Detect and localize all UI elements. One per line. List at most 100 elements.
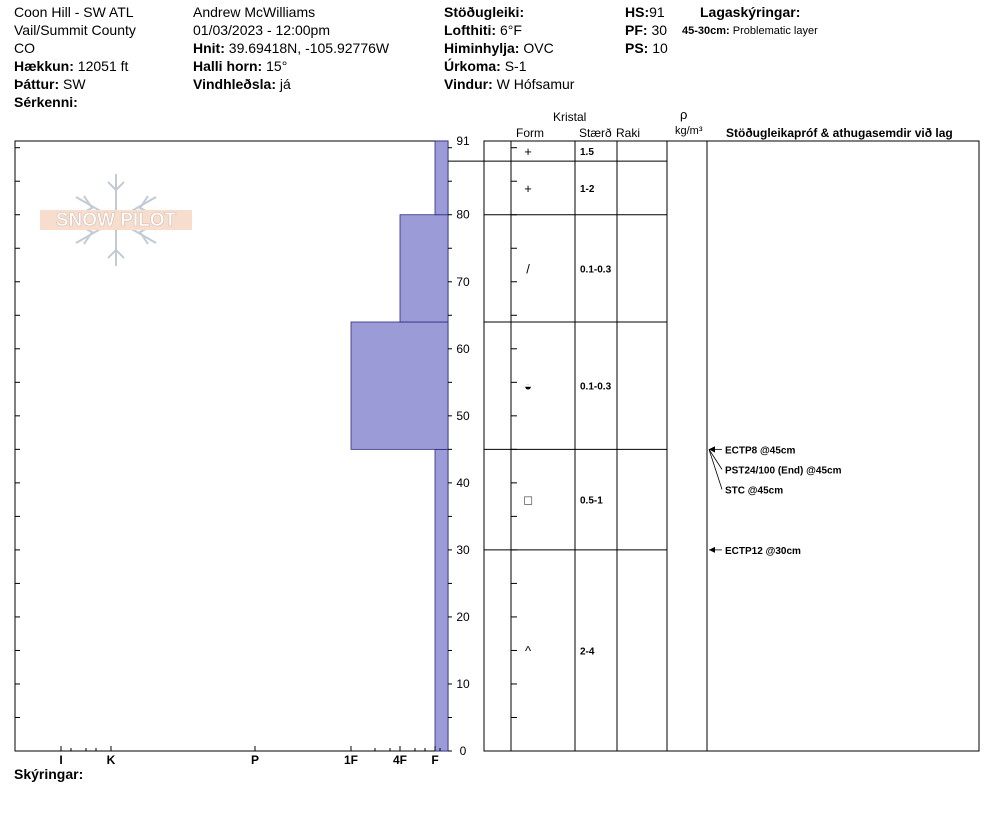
test-pointer-line: [708, 449, 723, 470]
ps: PS: 10: [625, 39, 668, 57]
depth-label: 50: [456, 409, 470, 423]
crystal-header: Kristal: [553, 110, 587, 124]
logo-text: SNOW PILOT: [56, 210, 177, 231]
air-temp-label: Lofthiti:: [444, 22, 497, 38]
location-state: CO: [14, 40, 35, 56]
density-unit: kg/m³: [675, 125, 703, 137]
aspect-value: SW: [63, 76, 86, 92]
pf-value: 30: [651, 22, 668, 38]
depth-label: 0: [460, 744, 467, 758]
hardness-bar: [399, 214, 449, 323]
wind: Vindur: W Hófsamur: [444, 75, 574, 93]
coords-label: Hnit:: [193, 40, 225, 56]
tests-header: Stöðugleikapróf & athugasemdir við lag: [726, 126, 953, 140]
stability-label: Stöðugleiki:: [444, 4, 525, 20]
wind-value: W Hófsamur: [496, 76, 575, 92]
location-region: Vail/Summit County: [14, 22, 136, 38]
stability-test-label: STC @45cm: [725, 485, 783, 496]
snowpilot-logo: SNOW PILOT: [40, 174, 192, 266]
grain-size-label: 1.5: [580, 147, 594, 158]
precipitation: Úrkoma: S-1: [444, 57, 526, 75]
coordinates: Hnit: 39.69418N, -105.92776W: [193, 39, 389, 57]
features: Sérkenni:: [14, 93, 78, 111]
slope-value: 15°: [266, 58, 288, 74]
depth-label: 30: [456, 543, 470, 557]
depth-label: 80: [456, 208, 470, 222]
wind-label: Vindur:: [444, 76, 493, 92]
grain-size-label: 0.1-0.3: [580, 264, 612, 275]
hs-label: HS:: [625, 4, 650, 20]
hardness-label: P: [251, 753, 259, 767]
test-pointer-arrow: [709, 446, 715, 453]
wind-loading: Vindhleðsla: já: [193, 75, 291, 93]
aspect: Þáttur: SW: [14, 75, 86, 93]
form-header: Form: [516, 126, 544, 140]
stability-test-label: PST24/100 (End) @45cm: [725, 465, 842, 476]
grain-form-symbol: ^: [525, 643, 532, 658]
moisture-header: Raki: [616, 126, 641, 140]
legend-entry: 45-30cm: Problematic layer: [682, 22, 818, 40]
slope-label: Halli horn:: [193, 58, 263, 74]
comments-label: Skýringar:: [14, 766, 84, 782]
grain-form-symbol: /: [526, 261, 530, 276]
air-temp-value: 6°F: [499, 22, 522, 38]
date-time: 01/03/2023 - 12:00pm: [193, 22, 330, 38]
aspect-label: Þáttur:: [14, 76, 60, 92]
location-name: Coon Hill - SW ATL: [14, 4, 134, 20]
test-pointer-line: [708, 449, 723, 490]
depth-label: 20: [456, 610, 470, 624]
legend-text: Problematic layer: [732, 25, 818, 37]
hs: HS:91: [625, 3, 665, 21]
hardness-bar: [434, 140, 449, 216]
precip-value: S-1: [504, 58, 527, 74]
observer-name: Andrew McWilliams: [193, 4, 316, 20]
pf-label: PF:: [625, 22, 648, 38]
grain-size-label: 1-2: [580, 184, 595, 195]
grain-form-symbol: ◒: [524, 379, 532, 394]
hardness-label: I: [59, 753, 62, 767]
depth-label: 40: [456, 476, 470, 490]
test-pointer-arrow: [709, 546, 715, 553]
size-header: Stærð: [579, 126, 612, 140]
depth-label: 91: [456, 134, 470, 148]
sky-value: OVC: [523, 40, 554, 56]
ps-label: PS:: [625, 40, 649, 56]
depth-label: 10: [456, 677, 470, 691]
slope-angle: Halli horn: 15°: [193, 57, 287, 75]
layer-table-frame: [483, 140, 980, 752]
hardness-bar: [350, 321, 449, 450]
ps-value: 10: [652, 40, 668, 56]
grain-size-label: 0.5-1: [580, 496, 603, 507]
density-symbol: ρ: [680, 107, 688, 122]
grain-form-symbol: +: [524, 144, 532, 159]
depth-label: 60: [456, 342, 470, 356]
wind-loading-label: Vindhleðsla:: [193, 76, 276, 92]
grain-form-symbol: □: [524, 493, 532, 508]
pf: PF: 30: [625, 21, 667, 39]
hardness-label: K: [107, 753, 116, 767]
stability: Stöðugleiki:: [444, 3, 524, 21]
coords-value: 39.69418N, -105.92776W: [228, 40, 390, 56]
precip-label: Úrkoma:: [444, 58, 501, 74]
grain-form-symbol: +: [524, 181, 532, 196]
grain-size-label: 2-4: [580, 646, 595, 657]
wind-loading-value: já: [279, 76, 291, 92]
elevation-value: 12051 ft: [77, 58, 129, 74]
air-temp: Lofthiti: 6°F: [444, 21, 522, 39]
elevation-label: Hækkun:: [14, 58, 74, 74]
stability-test-label: ECTP8 @45cm: [725, 445, 795, 456]
elevation: Hækkun: 12051 ft: [14, 57, 128, 75]
hardness-label: 1F: [344, 753, 358, 767]
hardness-label: F: [431, 753, 438, 767]
hardness-bar: [434, 448, 449, 752]
legend-title: Lagaskýringar:: [700, 4, 801, 20]
sky-cover: Himinhylja: OVC: [444, 39, 554, 57]
features-label: Sérkenni:: [14, 94, 78, 110]
grain-size-label: 0.1-0.3: [580, 382, 612, 393]
legend-depth: 45-30cm:: [682, 25, 730, 37]
depth-label: 70: [456, 275, 470, 289]
hs-value: 91: [649, 4, 665, 20]
stability-test-label: ECTP12 @30cm: [725, 546, 801, 557]
hardness-label: 4F: [393, 753, 407, 767]
